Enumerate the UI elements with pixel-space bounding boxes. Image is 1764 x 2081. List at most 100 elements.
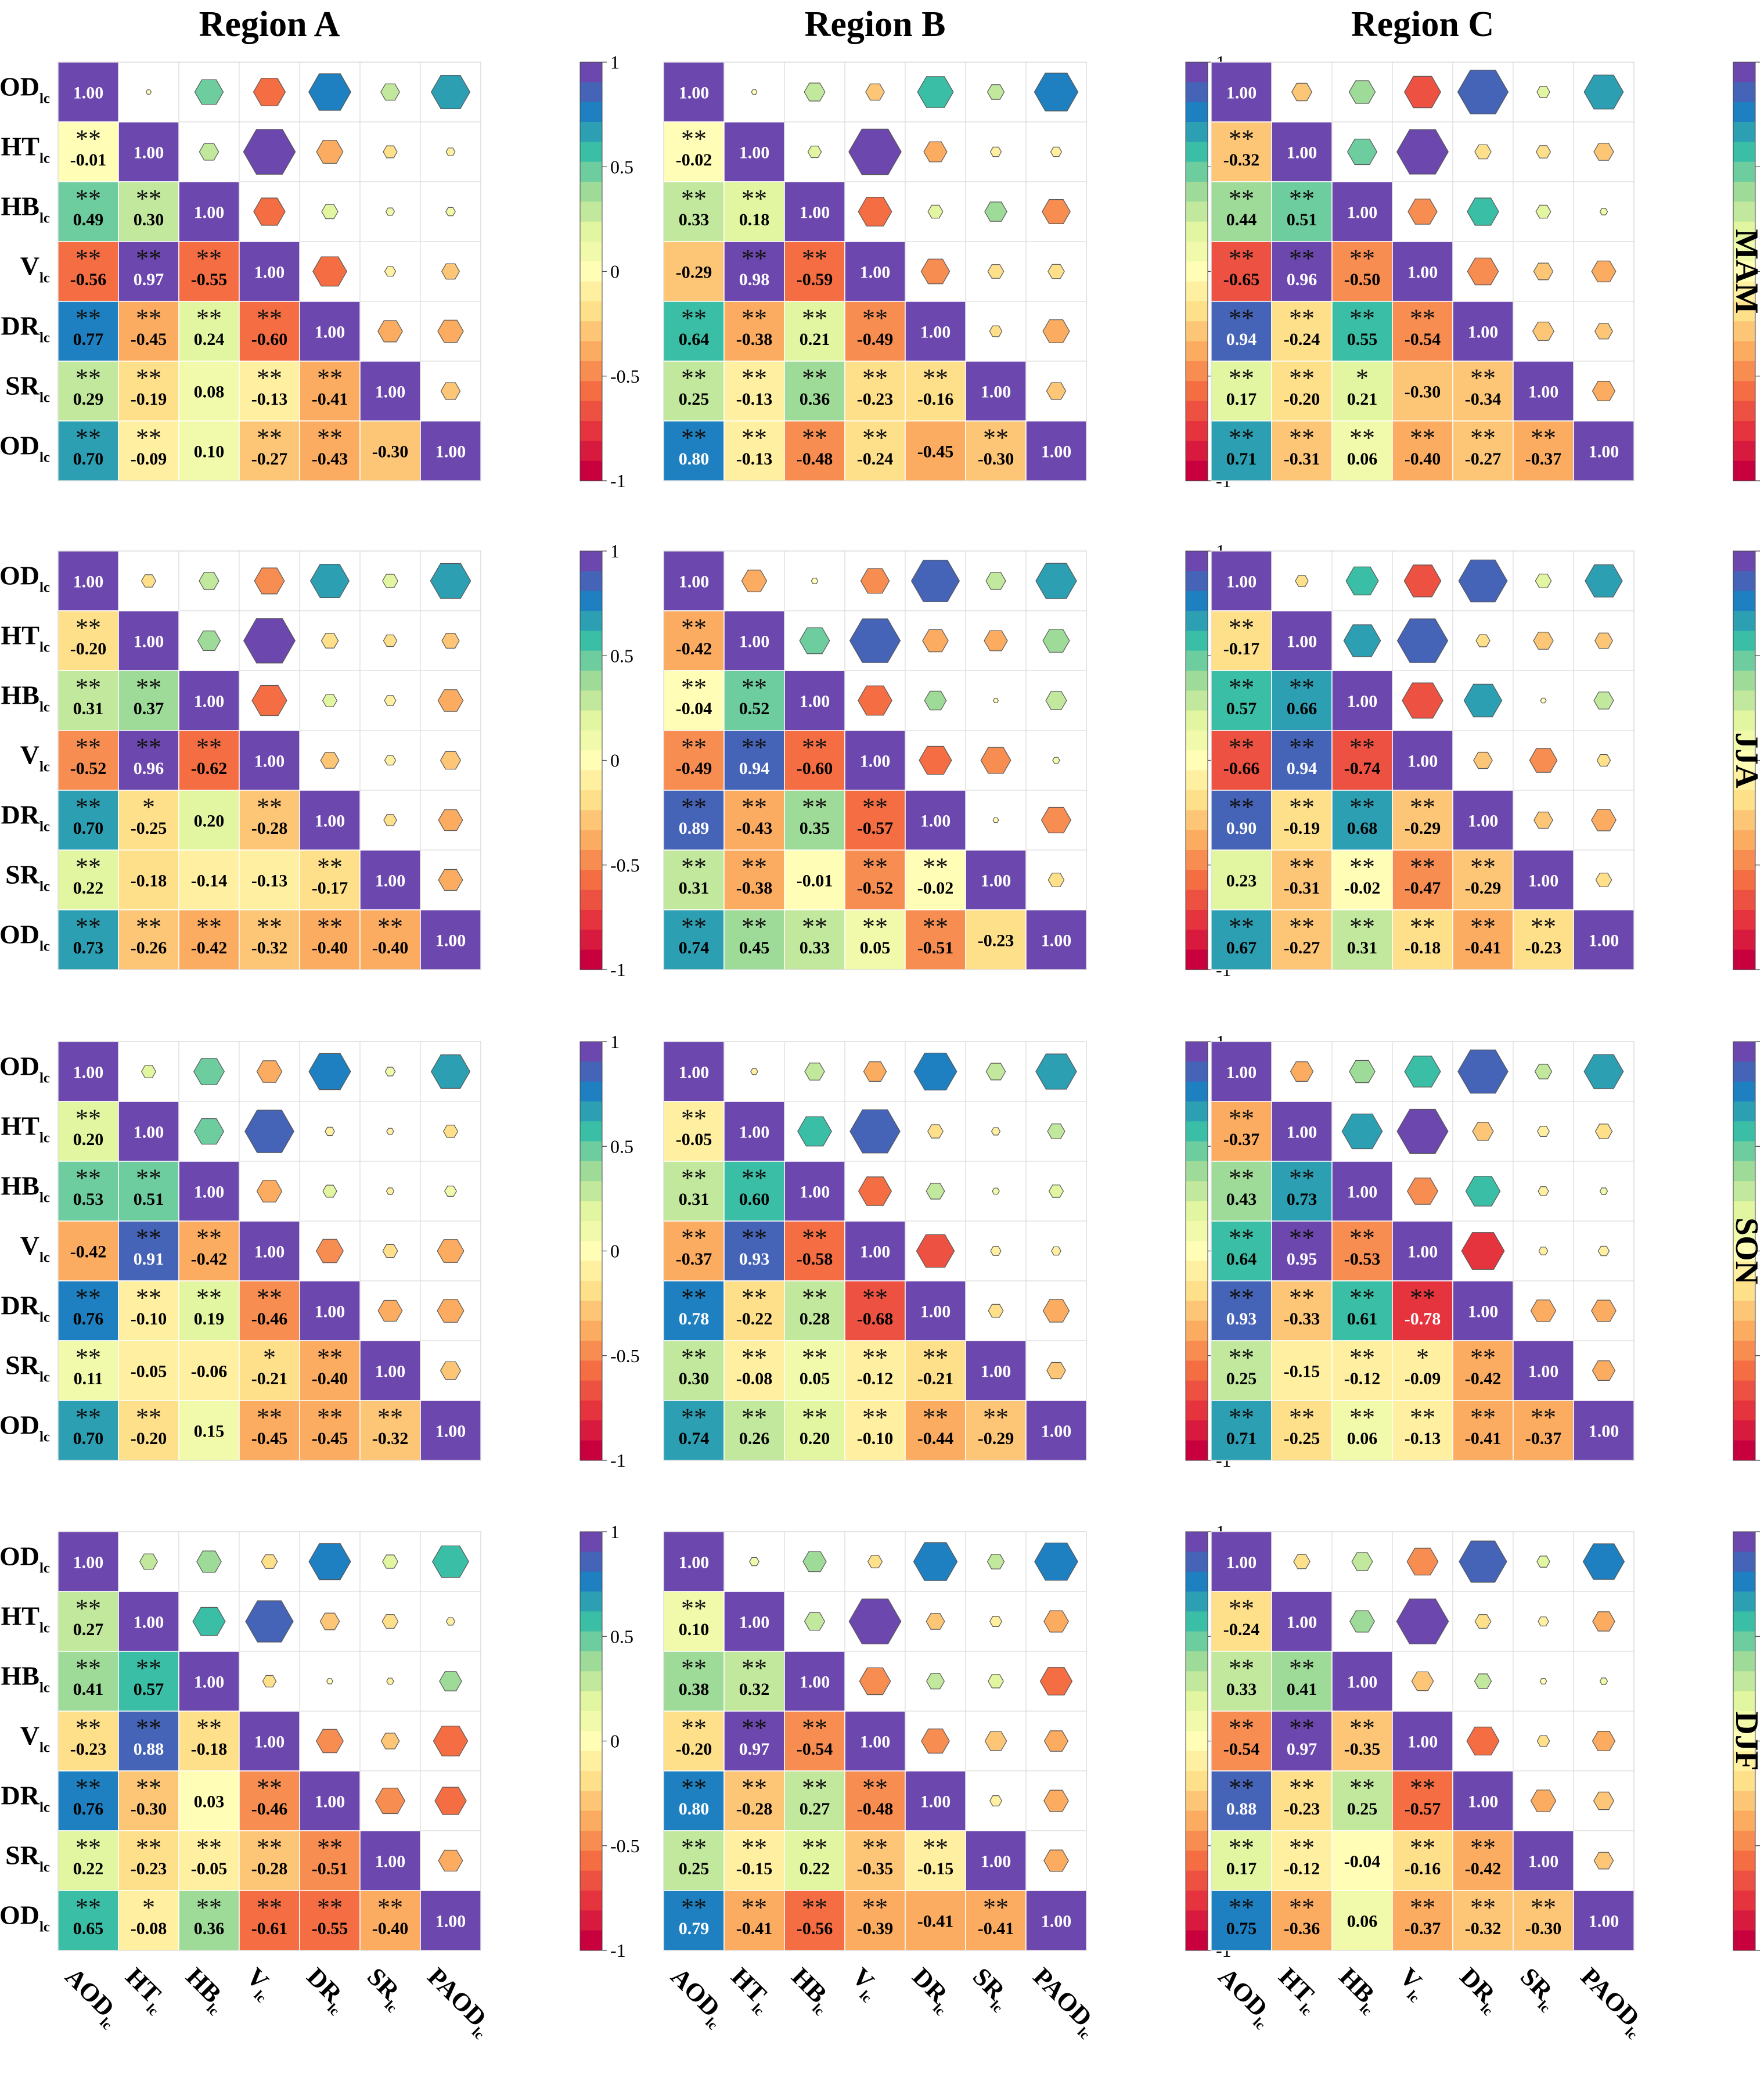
- colorbar-segment: [1186, 321, 1208, 342]
- corr-value-label: 0.64: [679, 330, 710, 349]
- colorbar-segment: [580, 1532, 602, 1552]
- significance-stars: **: [377, 912, 403, 941]
- hex-mark: [1407, 1178, 1438, 1205]
- significance-stars: **: [1229, 1104, 1254, 1132]
- hex-mark: [989, 146, 1002, 157]
- corr-cell: [905, 1400, 966, 1461]
- diag-cell: [118, 121, 179, 182]
- diag-cell: [1331, 1161, 1393, 1222]
- colorbar-segment: [1733, 1241, 1755, 1262]
- colorbar-segment: [1733, 261, 1755, 282]
- corr-cell: [1331, 1340, 1393, 1401]
- colorbar-segment: [580, 1850, 602, 1871]
- colorbar-tick-label: 0.5: [610, 1626, 633, 1647]
- colorbar-segment: [1733, 551, 1755, 571]
- colorbar-segment: [1186, 1551, 1208, 1572]
- colorbar-segment: [580, 710, 602, 731]
- hex-mark: [445, 207, 456, 217]
- hex-mark: [194, 79, 224, 105]
- corr-value-label: -0.58: [797, 1250, 833, 1269]
- corr-cell: [239, 909, 300, 970]
- colorbar-segment: [580, 571, 602, 592]
- hex-cell: [1573, 1651, 1635, 1712]
- hex-mark: [985, 572, 1006, 590]
- colorbar-segment: [580, 421, 602, 441]
- diag-label: 1.00: [1226, 84, 1257, 103]
- panel-region-c-djf: 1.00-0.24** 1.000.33**0.41** 1.00-0.54**0.…: [1211, 1521, 1764, 2043]
- corr-value-label: 0.51: [134, 1190, 164, 1209]
- corr-cell: [299, 1830, 361, 1891]
- hex-mark: [382, 1554, 398, 1569]
- significance-stars: **: [681, 912, 707, 941]
- colorbar-segment: [580, 82, 602, 103]
- colorbar-tick-label: 1: [610, 1521, 620, 1542]
- hex-mark: [383, 814, 397, 826]
- corr-cell: [965, 420, 1027, 481]
- corr-cell: [118, 1651, 179, 1712]
- hex-mark: [383, 634, 398, 647]
- row-label: Vlc: [20, 251, 50, 286]
- hex-mark: [1467, 197, 1499, 226]
- significance-stars: **: [802, 1343, 827, 1371]
- significance-stars: **: [317, 1833, 343, 1862]
- colorbar-segment: [1186, 1201, 1208, 1222]
- colorbar-segment: [1733, 1831, 1755, 1851]
- significance-stars: **: [317, 423, 343, 452]
- season-label: MAM: [1729, 229, 1764, 314]
- corr-value-label: 0.80: [679, 1799, 710, 1819]
- corr-value-label: 0.36: [194, 1919, 225, 1938]
- significance-stars: **: [741, 1893, 767, 1921]
- colorbar-segment: [1733, 1081, 1755, 1102]
- colorbar-segment: [1186, 122, 1208, 142]
- hex-mark: [430, 1054, 471, 1089]
- colorbar-segment: [1186, 1440, 1208, 1461]
- significance-stars: **: [317, 1343, 343, 1371]
- corr-value-label: 0.20: [194, 812, 225, 831]
- corr-value-label: 0.76: [73, 1799, 104, 1819]
- corr-value-label: -0.15: [736, 1859, 773, 1878]
- significance-stars: **: [681, 363, 707, 392]
- diag-label: 1.00: [981, 383, 1011, 402]
- corr-value-label: 0.06: [1347, 449, 1378, 469]
- corr-value-label: 0.71: [1226, 1429, 1257, 1448]
- significance-stars: **: [681, 613, 707, 642]
- hex-mark: [848, 128, 902, 175]
- significance-stars: **: [136, 1283, 161, 1312]
- corr-cell: [965, 1400, 1027, 1461]
- significance-stars: **: [741, 1833, 767, 1862]
- corr-value-label: 0.55: [1347, 330, 1378, 349]
- corr-cell: [1331, 909, 1393, 970]
- significance-stars: **: [681, 1403, 707, 1431]
- colorbar-segment: [580, 1181, 602, 1202]
- corr-cell: [844, 849, 906, 910]
- col-label-group: SRlc: [362, 1962, 405, 2016]
- hex-mark: [989, 1616, 1002, 1627]
- significance-stars: **: [196, 1283, 222, 1312]
- corr-cell: [905, 1830, 966, 1891]
- corr-value-label: -0.22: [736, 1309, 773, 1328]
- colorbar-segment: [1733, 421, 1755, 441]
- significance-stars: **: [75, 1833, 101, 1862]
- colorbar-segment: [1733, 1161, 1755, 1182]
- corr-cell: [178, 730, 240, 791]
- diag-label: 1.00: [1041, 1422, 1072, 1441]
- diag-cell: [239, 1711, 300, 1772]
- corr-cell: [1211, 1591, 1272, 1652]
- corr-cell: [663, 1591, 725, 1652]
- colorbar-segment: [1733, 631, 1755, 651]
- corr-cell: [1452, 849, 1514, 910]
- colorbar-segment: [1186, 261, 1208, 282]
- significance-stars: **: [862, 1833, 888, 1862]
- hex-mark: [858, 197, 892, 226]
- corr-cell: [1211, 849, 1272, 910]
- significance-stars: **: [983, 1893, 1009, 1921]
- diag-cell: [663, 1041, 725, 1102]
- significance-stars: **: [1349, 912, 1375, 941]
- colorbar-segment: [580, 690, 602, 711]
- significance-stars: **: [75, 1713, 101, 1742]
- corr-value-label: 0.52: [739, 699, 770, 718]
- corr-value-label: -0.55: [191, 270, 228, 289]
- corr-cell: [844, 1890, 906, 1951]
- hex-mark: [913, 1053, 957, 1090]
- hex-mark: [926, 1673, 945, 1690]
